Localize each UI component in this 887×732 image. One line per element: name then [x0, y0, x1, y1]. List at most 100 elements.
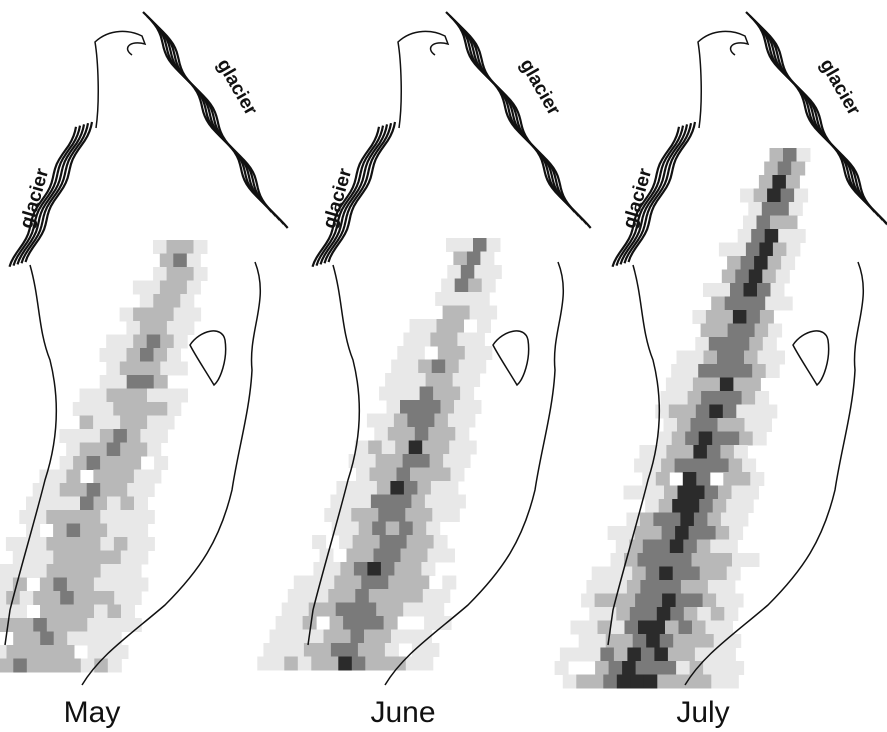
cell: [654, 580, 668, 594]
cell: [460, 238, 474, 252]
cell: [662, 594, 676, 608]
cell: [351, 630, 365, 644]
cell: [757, 283, 771, 297]
cell: [784, 216, 798, 230]
cell: [721, 580, 735, 594]
cell: [743, 216, 757, 230]
cell: [407, 535, 421, 549]
cell: [134, 389, 148, 403]
cell: [362, 454, 376, 468]
cell: [410, 468, 424, 482]
cell: [345, 522, 359, 536]
cell: [729, 459, 743, 473]
cell: [451, 468, 465, 482]
cell: [344, 643, 358, 657]
cell: [746, 243, 760, 257]
cell: [746, 553, 760, 567]
cell: [755, 324, 769, 338]
cell: [753, 432, 767, 446]
cell: [167, 240, 181, 254]
cell: [488, 265, 502, 279]
cell: [47, 645, 61, 659]
cell: [679, 378, 693, 392]
cell: [653, 513, 667, 527]
cell: [728, 391, 742, 405]
cell: [627, 580, 641, 594]
cell: [763, 405, 777, 419]
cell: [94, 605, 108, 619]
cell: [442, 427, 456, 441]
cell: [438, 346, 452, 360]
cell: [342, 589, 356, 603]
cell: [723, 405, 737, 419]
cell: [792, 229, 806, 243]
cell: [409, 441, 423, 455]
cell: [398, 495, 412, 509]
cell: [154, 429, 168, 443]
cell: [635, 594, 649, 608]
glacier-label: glacier: [515, 55, 564, 119]
cell: [13, 605, 27, 619]
cell: [367, 414, 381, 428]
cell: [763, 337, 777, 351]
cell: [107, 551, 121, 565]
cell: [707, 445, 721, 459]
cell: [383, 468, 397, 482]
cell: [667, 513, 681, 527]
cell: [745, 418, 759, 432]
cell: [101, 645, 115, 659]
cell: [661, 391, 675, 405]
cell: [709, 405, 723, 419]
cell: [381, 562, 395, 576]
cell: [786, 243, 800, 257]
cell: [726, 499, 740, 513]
cell: [153, 240, 167, 254]
cell: [719, 243, 733, 257]
cell: [426, 522, 440, 536]
cell: [600, 580, 614, 594]
cell: [74, 591, 88, 605]
glacier-stripe: [462, 28, 591, 228]
cell: [403, 454, 417, 468]
cell: [752, 364, 766, 378]
cell: [350, 481, 364, 495]
cell: [392, 657, 406, 671]
cell: [609, 661, 623, 675]
cell: [660, 634, 674, 648]
cell: [676, 661, 690, 675]
cell: [603, 607, 617, 621]
cell: [382, 589, 396, 603]
cell: [107, 443, 121, 457]
cell: [560, 648, 574, 662]
cell: [668, 648, 682, 662]
cell: [471, 333, 485, 347]
cell: [645, 499, 659, 513]
cell: [751, 229, 765, 243]
cell: [121, 497, 135, 511]
cell: [678, 553, 692, 567]
cell: [147, 308, 161, 322]
cell: [717, 283, 731, 297]
cell: [781, 189, 795, 203]
cell: [422, 441, 436, 455]
cell: [363, 603, 377, 617]
cell: [700, 634, 714, 648]
cell: [33, 564, 47, 578]
cell: [726, 432, 740, 446]
cell: [120, 308, 134, 322]
cell: [187, 281, 201, 295]
cell: [352, 657, 366, 671]
cell: [140, 429, 154, 443]
cell: [472, 360, 486, 374]
cell: [194, 240, 208, 254]
cell: [418, 360, 432, 374]
cell: [357, 616, 371, 630]
cell: [399, 373, 413, 387]
cell: [343, 616, 357, 630]
cell: [639, 445, 653, 459]
cell: [0, 645, 7, 659]
cell: [81, 605, 95, 619]
cell: [140, 375, 154, 389]
cell: [663, 661, 677, 675]
cell: [107, 416, 121, 430]
